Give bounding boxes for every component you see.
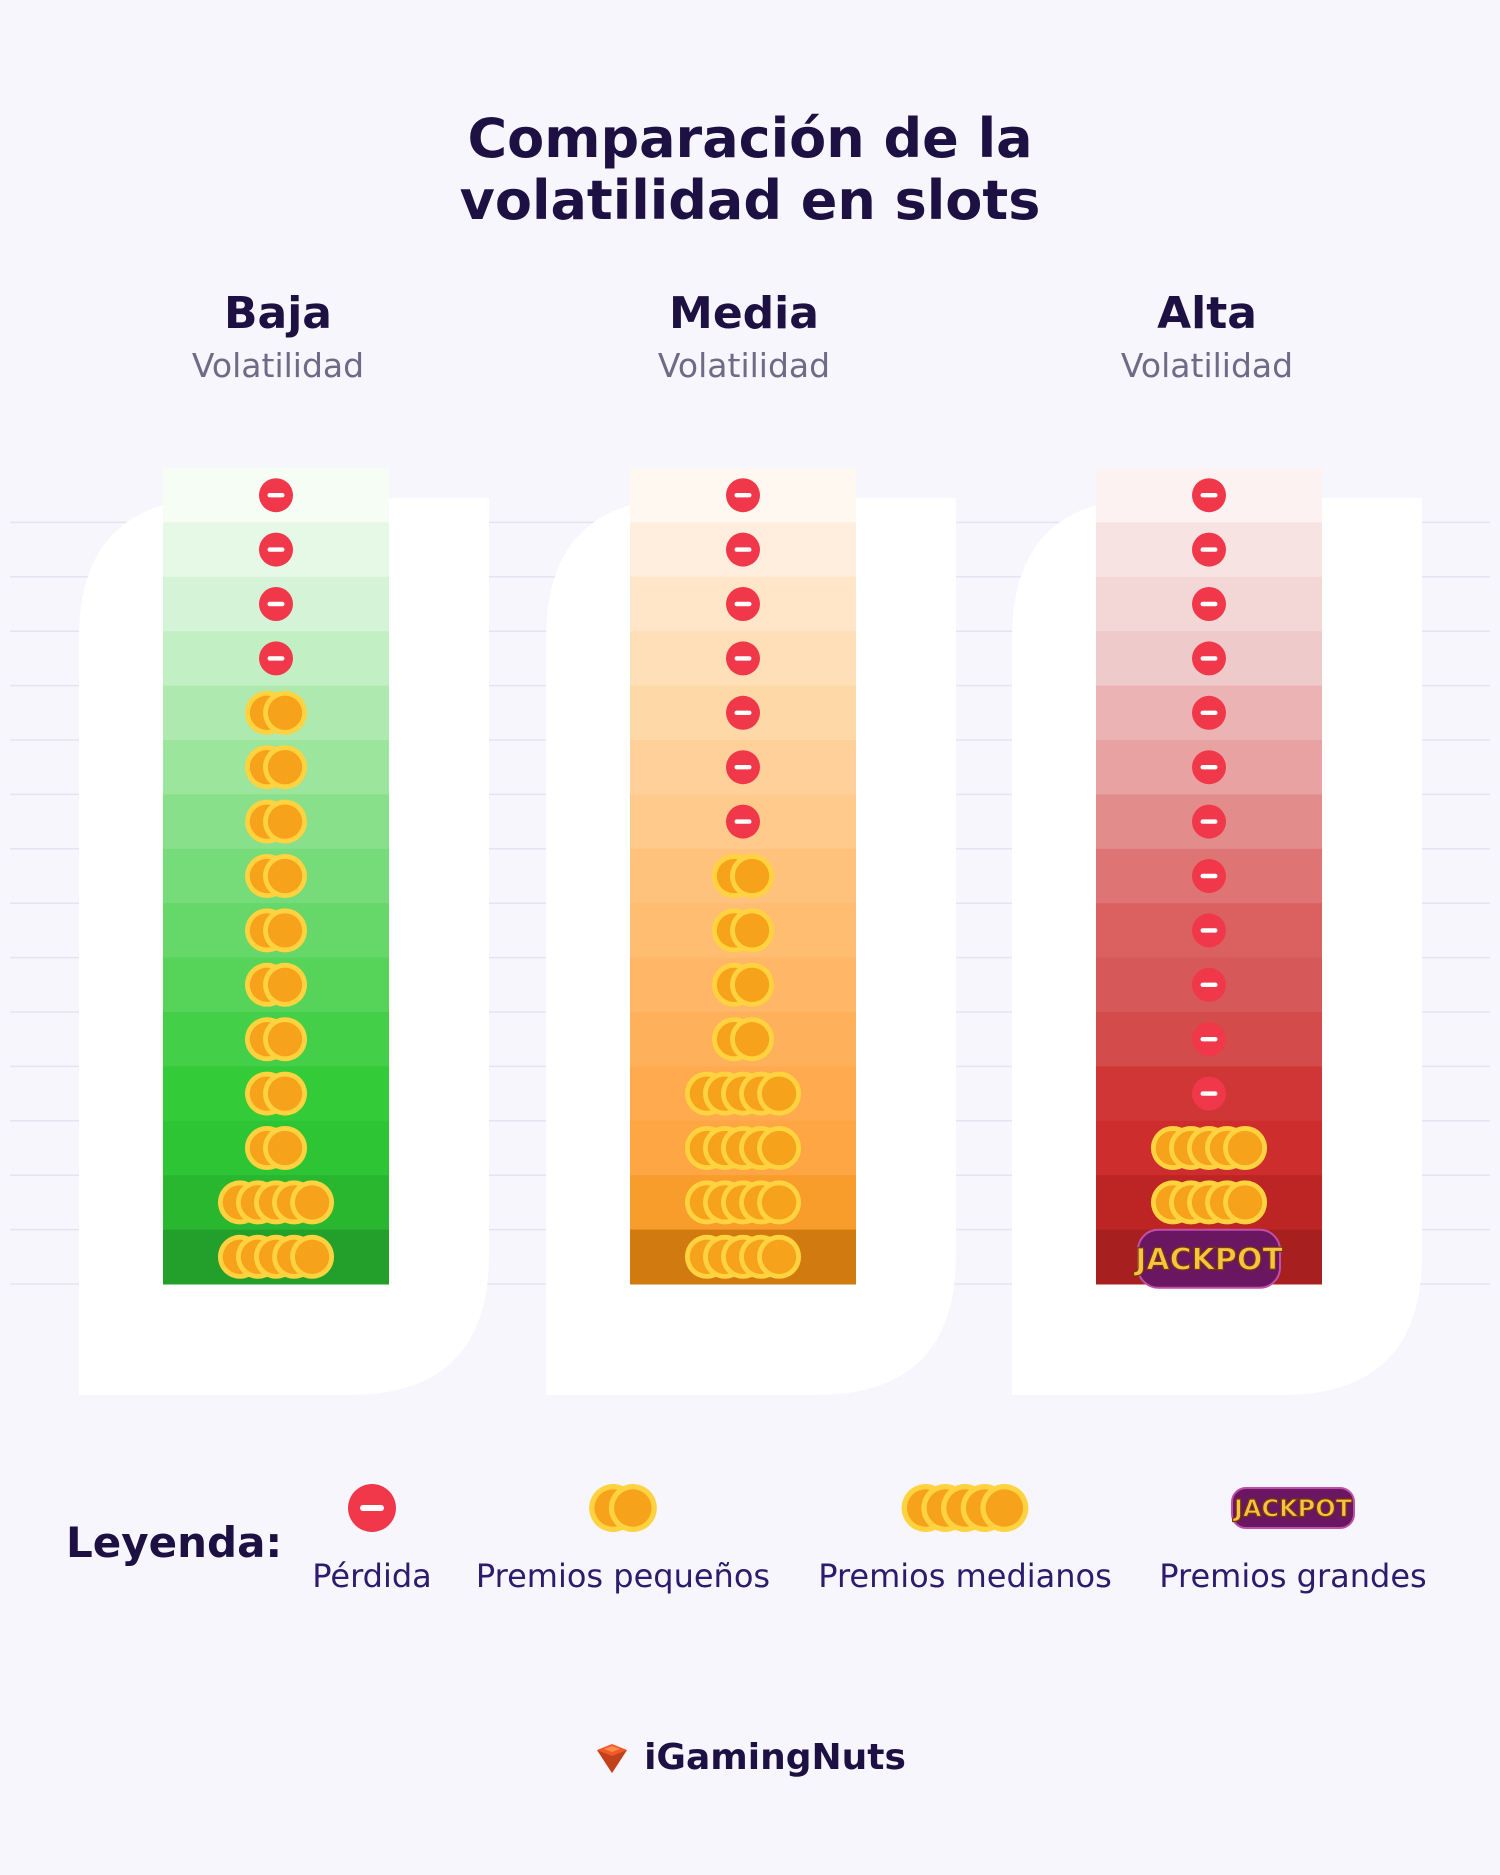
small-prize-coins [711,962,775,1007]
column-subtitle: Volatilidad [657,346,831,385]
brand-footer: iGamingNuts [0,1736,1500,1787]
loss-icon [1192,967,1226,1002]
legend-label-jackpot: Premios grandes [1159,1557,1427,1595]
loss-icon [726,641,760,676]
loss-icon [1192,587,1226,621]
jackpot-icon: JACKPOT [1231,1487,1355,1529]
loss-icon [1192,859,1226,893]
column-name: Alta [1157,288,1257,339]
loss-icon [1192,532,1226,567]
small-prize-coins [244,1071,308,1116]
loss-icon [726,804,760,839]
medium-prize-coins [684,1180,802,1225]
legend-item-small: Premios pequeños [463,1478,783,1596]
legend-item-loss: Pérdida [212,1478,532,1596]
small-prize-coins [244,799,308,844]
loss-icon [1192,1076,1226,1111]
small-prize-coins [711,908,775,953]
small-prize-coins [244,908,308,953]
loss-icon [726,532,760,567]
legend-item-medium: Premios medianos [805,1478,1125,1596]
medium-prize-coins [217,1234,335,1279]
loss-icon [259,641,293,676]
column-header-baja: Baja Volatilidad [98,288,458,388]
medium-prize-coins [684,1234,802,1279]
small-prize-coins [244,1017,308,1062]
volatility-chart: JACKPOT [10,468,1490,1395]
small-prize-coins [244,690,308,735]
medium-prize-coins [901,1484,1029,1532]
jackpot-text: JACKPOT [1232,1495,1353,1523]
jackpot-text: JACKPOT [1133,1243,1283,1278]
small-prize-coins [589,1484,657,1532]
legend-item-jackpot: JACKPOT Premios grandes [1133,1478,1453,1596]
loss-icon [1192,641,1226,676]
loss-icon [1192,913,1226,948]
legend-label-small: Premios pequeños [475,1557,771,1595]
legend-label-medium: Premios medianos [818,1557,1112,1595]
small-prize-coins [244,962,308,1007]
legend-title: Leyenda: [66,1518,283,1567]
loss-icon [726,695,760,730]
medium-prize-coins [1150,1180,1268,1225]
small-prize-coins [244,745,308,790]
small-prize-coins [244,854,308,898]
column-name: Media [669,288,819,339]
column-header-alta: Alta Volatilidad [1027,288,1387,388]
medium-prize-coins [217,1180,335,1225]
small-prize-coins [244,1126,308,1170]
column-subtitle: Volatilidad [191,346,365,385]
loss-icon [726,750,760,785]
column-name: Baja [223,288,332,339]
loss-icon [1192,750,1226,785]
brand-name: iGamingNuts [644,1737,906,1778]
small-prize-coins [711,854,775,898]
brand-logo-icon [597,1744,628,1773]
small-prize-coins [711,1017,775,1062]
loss-icon [1192,695,1226,730]
medium-prize-coins [684,1126,802,1170]
loss-icon [726,478,760,513]
page-title: Comparación de la volatilidad en slots [0,108,1500,232]
jackpot-badge: JACKPOT [1231,1487,1355,1529]
loss-icon [348,1484,396,1532]
title-line-1: Comparación de la [467,107,1033,170]
jackpot-badge: JACKPOT [1133,1228,1284,1289]
legend-label-loss: Pérdida [312,1557,432,1595]
medium-prize-coins [684,1071,802,1116]
column-header-media: Media Volatilidad [564,288,924,388]
small-prize-coins-icon [589,1484,657,1532]
medium-prize-coins-icon [901,1484,1029,1532]
title-line-2: volatilidad en slots [459,169,1041,232]
column-alta: JACKPOT [1012,468,1422,1395]
loss-icon [259,532,293,567]
column-subtitle: Volatilidad [1120,346,1294,385]
loss-icon [1192,478,1226,513]
column-media [546,468,956,1395]
column-baja [79,468,489,1395]
loss-icon [1192,1022,1226,1057]
loss-icon [1192,804,1226,839]
medium-prize-coins [1150,1126,1268,1170]
loss-icon [726,587,760,621]
loss-icon [259,587,293,621]
loss-icon [259,478,293,513]
